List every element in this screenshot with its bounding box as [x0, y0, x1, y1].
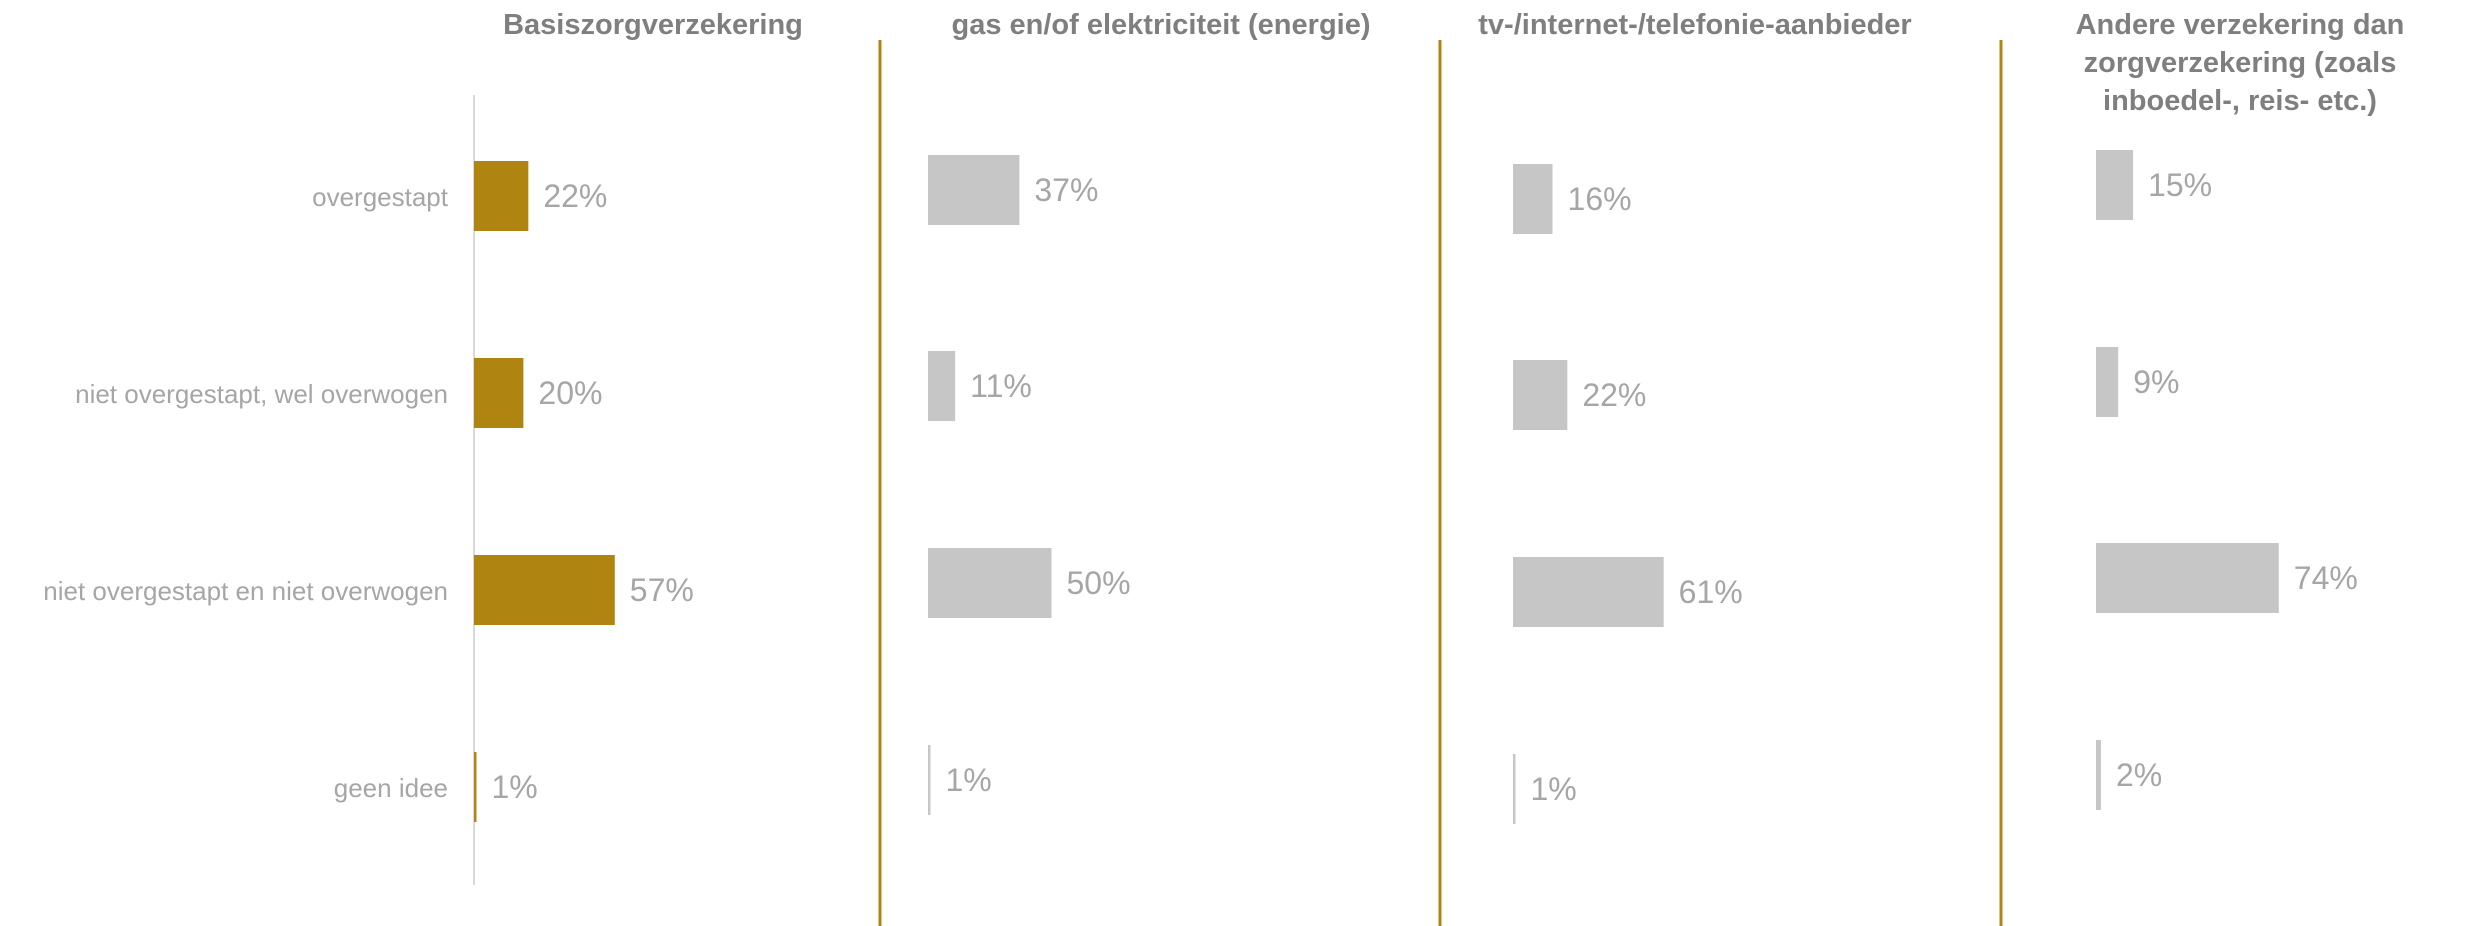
bar: [474, 358, 524, 428]
value-label: 1%: [1530, 771, 1576, 807]
value-label: 1%: [945, 762, 991, 798]
value-label: 15%: [2148, 167, 2212, 203]
bar: [928, 351, 956, 421]
value-label: 57%: [630, 572, 694, 608]
value-label: 22%: [543, 178, 607, 214]
value-label: 2%: [2116, 757, 2162, 793]
value-label: 50%: [1067, 565, 1131, 601]
bar: [2096, 347, 2119, 417]
bar: [474, 555, 615, 625]
bar: [2096, 150, 2134, 220]
bar: [2096, 543, 2279, 613]
bar: [2096, 740, 2101, 810]
panel-title: Andere verzekering dan: [2076, 9, 2405, 41]
category-label: niet overgestapt, wel overwogen: [75, 379, 448, 409]
value-label: 22%: [1582, 377, 1646, 413]
value-label: 1%: [491, 769, 537, 805]
bar: [928, 155, 1020, 225]
value-label: 74%: [2294, 560, 2358, 596]
panel-title: gas en/of elektriciteit (energie): [951, 9, 1370, 41]
value-label: 61%: [1679, 574, 1743, 610]
bar: [474, 161, 529, 231]
bar: [928, 745, 931, 815]
bar: [474, 752, 477, 822]
value-label: 9%: [2133, 364, 2179, 400]
bar: [1513, 557, 1664, 627]
bar: [1513, 164, 1553, 234]
bar: [928, 548, 1052, 618]
value-label: 37%: [1034, 172, 1098, 208]
panel-title: inboedel-, reis- etc.): [2103, 85, 2377, 117]
bar: [1513, 754, 1516, 824]
category-label: overgestapt: [312, 182, 449, 212]
bar: [1513, 360, 1568, 430]
panel-title: Basiszorgverzekering: [503, 9, 803, 41]
value-label: 20%: [538, 375, 602, 411]
value-label: 11%: [970, 368, 1032, 404]
category-label: niet overgestapt en niet overwogen: [43, 576, 448, 606]
value-label: 16%: [1568, 181, 1632, 217]
panel-title: tv-/internet-/telefonie-aanbieder: [1478, 9, 1911, 41]
panel-title: zorgverzekering (zoals: [2084, 47, 2397, 79]
category-label: geen idee: [334, 773, 448, 803]
